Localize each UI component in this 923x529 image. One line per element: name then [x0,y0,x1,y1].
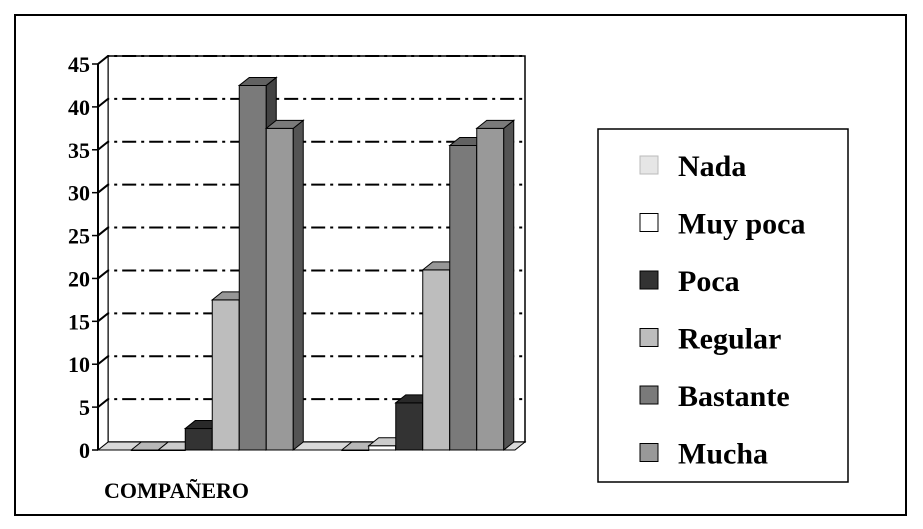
gridline [97,55,525,65]
gridline [97,312,525,323]
legend-swatch [639,328,659,347]
bar-top [475,119,516,129]
bar [238,84,267,451]
y-tick-label: 35 [68,138,90,163]
bar [422,269,451,451]
plot-side-wall [97,54,109,452]
legend-label: Nada [678,150,746,183]
bar [265,127,294,451]
gridline [97,269,525,280]
y-tick-label: 0 [79,438,90,463]
legend-label: Muy poca [678,208,806,241]
legend-swatch [639,213,659,232]
legend-label: Bastante [678,380,790,413]
y-tick-label: 10 [68,352,90,377]
gridline [97,398,525,408]
bar-side [503,119,515,452]
bar [368,445,397,451]
legend-swatch [639,270,659,290]
bar-top [264,119,305,129]
plot-area: 0 5 10 15 20 25 30 35 40 45 [68,52,527,463]
bar-top [237,76,278,86]
gridline [97,183,525,194]
y-tick-label: 45 [68,52,90,77]
legend-swatch [639,443,659,462]
y-tick-label: 25 [68,224,90,249]
y-tick-label: 20 [68,266,90,291]
gridline [97,226,525,237]
y-tick-label: 15 [68,309,90,334]
legend-box [597,128,849,483]
legend-label: Poca [678,265,740,298]
bar [449,144,478,451]
legend: Nada Muy poca Poca Regular Bastante Mucha [597,128,849,483]
y-tick-label: 5 [79,395,90,420]
bar-side [292,119,304,452]
bar [395,402,424,451]
bar [476,127,505,451]
bar [211,299,240,451]
gridline [97,97,525,108]
legend-swatch [639,385,659,405]
gridline [97,140,525,151]
gridline [97,355,525,366]
y-tick-label: 30 [68,181,90,206]
legend-swatch [639,155,659,175]
category-label: COMPAÑERO [104,478,249,503]
legend-label: Mucha [678,438,768,471]
bar [184,428,213,451]
legend-label: Regular [678,323,781,356]
y-tick-label: 40 [68,95,90,120]
